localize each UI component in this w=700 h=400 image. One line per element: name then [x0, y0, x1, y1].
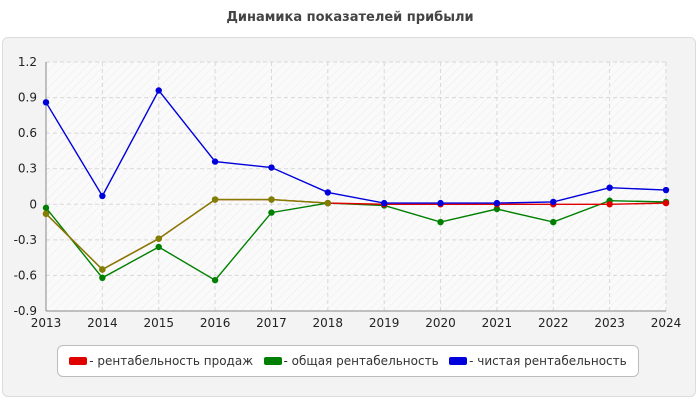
chart-title: Динамика показателей прибыли	[226, 10, 474, 25]
x-tick-label: 2017	[256, 316, 287, 330]
series-lines	[42, 87, 670, 284]
plot-area	[46, 62, 666, 311]
x-tick-label: 2014	[87, 316, 118, 330]
legend-item-total[interactable]: - общая рентабельность	[263, 354, 439, 368]
series-point-2	[324, 189, 332, 196]
series-point-1	[99, 274, 106, 281]
legend-label-total: - общая рентабельность	[283, 354, 439, 368]
series-point-sales-overlay	[324, 199, 332, 207]
series-point-2	[211, 158, 219, 165]
series-point-1	[155, 243, 162, 251]
legend-swatch-total	[263, 357, 282, 365]
legend-item-net[interactable]: - чистая рентабельность	[449, 354, 627, 368]
series-point-1	[268, 209, 275, 216]
y-tick-label: -0.6	[14, 268, 37, 282]
series-point-2	[493, 199, 501, 207]
legend-swatch-sales	[69, 357, 88, 365]
series-point-2	[662, 186, 670, 194]
legend-label-sales: - рентабельность продаж	[89, 354, 254, 368]
series-line-2	[45, 89, 667, 204]
y-tick-label: 1.2	[18, 55, 37, 69]
series-point-2	[437, 199, 444, 207]
legend-label-net: - чистая рентабельность	[469, 354, 627, 368]
series-point-2	[99, 192, 106, 200]
series-point-sales-overlay	[99, 266, 106, 273]
x-tick-label: 2015	[143, 316, 174, 330]
series-point-sales-overlay	[268, 196, 275, 203]
series-point-2	[380, 199, 388, 207]
series-point-1	[437, 218, 444, 226]
x-tick-label: 2024	[651, 316, 682, 330]
series-point-2	[606, 184, 613, 191]
series-line-sales-overlay	[45, 198, 328, 271]
x-tick-label: 2020	[425, 316, 456, 330]
series-point-1	[211, 276, 219, 284]
series-point-2	[550, 198, 557, 206]
y-tick-label: -0.9	[14, 304, 37, 318]
series-point-sales-overlay	[211, 196, 219, 203]
series-point-1	[493, 205, 501, 213]
legend-swatch-net	[449, 357, 468, 365]
y-tick-labels: 1.2 0.9 0.6 0.3 0 -0.3 -0.6 -0.9	[14, 55, 37, 318]
x-tick-label: 2022	[538, 316, 569, 330]
series-point-2	[268, 164, 275, 171]
x-tick-label: 2016	[200, 316, 231, 330]
series-point-sales-overlay	[42, 210, 50, 217]
series-point-0	[662, 199, 670, 207]
series-point-0	[606, 201, 613, 208]
legend-item-sales[interactable]: - рентабельность продаж	[69, 354, 253, 368]
series-point-1	[550, 218, 557, 226]
y-tick-label: -0.3	[14, 233, 37, 247]
series-point-1	[42, 204, 50, 212]
y-tick-label: 0	[29, 197, 37, 211]
x-tick-label: 2023	[594, 316, 625, 330]
series-point-2	[42, 99, 50, 106]
x-tick-label: 2013	[31, 316, 62, 330]
y-tick-label: 0.3	[18, 162, 37, 176]
x-tick-labels: 2013 2014 2015 2016 2017 2018 2019 2020 2021 2022…	[31, 316, 682, 330]
series-point-2	[155, 87, 162, 94]
x-tick-label: 2019	[369, 316, 400, 330]
x-tick-label: 2021	[482, 316, 513, 330]
x-tick-label: 2018	[313, 316, 344, 330]
series-point-sales-overlay	[155, 235, 162, 242]
y-tick-label: 0.6	[18, 126, 37, 140]
legend: - рентабельность продаж - общая рентабел…	[57, 345, 639, 377]
y-tick-label: 0.9	[18, 91, 37, 105]
